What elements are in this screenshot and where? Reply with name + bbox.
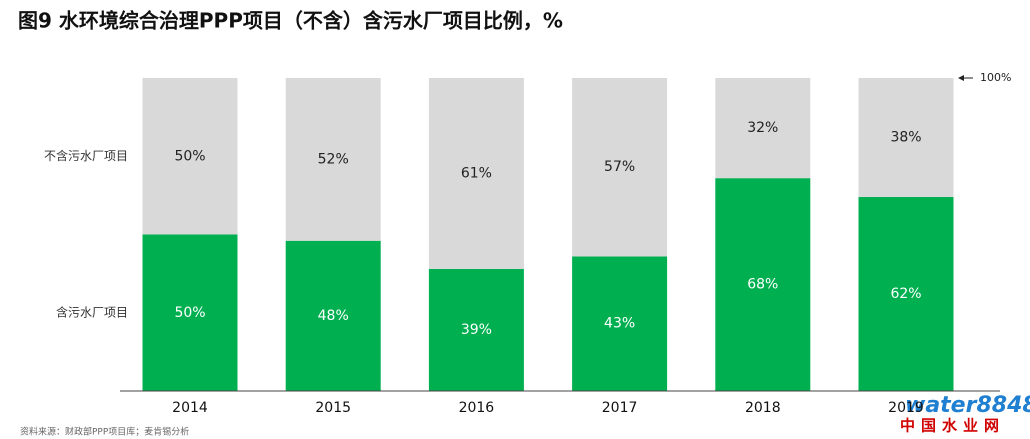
- bar-segment: [428, 78, 524, 269]
- x-tick-label: 2018: [745, 400, 781, 416]
- bar-segment: [285, 240, 381, 391]
- watermark: 中国水业网: [900, 417, 1005, 435]
- value-label: 52%: [318, 151, 349, 167]
- bar-segment: [285, 78, 381, 241]
- value-label: 38%: [890, 129, 921, 145]
- x-tick-label: 2015: [315, 400, 351, 416]
- x-tick-label: 2016: [459, 400, 495, 416]
- source: 资料来源：财政部PPP项目库；麦肯锡分析: [20, 426, 189, 438]
- value-label: 62%: [890, 286, 921, 302]
- bar-segment: [572, 78, 668, 257]
- value-label: 50%: [174, 148, 205, 164]
- value-label: 32%: [747, 120, 778, 136]
- value-label: 39%: [461, 322, 492, 338]
- value-label: 48%: [318, 308, 349, 324]
- x-tick-label: 2019: [888, 400, 924, 416]
- value-label: 68%: [747, 277, 778, 293]
- bar-segment: [715, 178, 811, 391]
- chart-title: 图9 水环境综合治理PPP项目（不含）含污水厂项目比例，%: [18, 9, 563, 33]
- bar-segment: [858, 78, 954, 197]
- bar-segment: [142, 78, 238, 235]
- value-label: 61%: [461, 165, 492, 181]
- value-label: 50%: [174, 305, 205, 321]
- bar-segment: [428, 268, 524, 391]
- x-tick-label: 2014: [172, 400, 208, 416]
- annotation: 100%: [980, 71, 1011, 84]
- bar-segment: [572, 256, 668, 391]
- x-tick-label: 2017: [602, 400, 638, 416]
- watermark: water8848.com: [905, 393, 1030, 418]
- series-label: 不含污水厂项目: [44, 148, 128, 163]
- bar-segment: [858, 196, 954, 391]
- series-label: 含污水厂项目: [56, 304, 128, 319]
- value-label: 43%: [604, 316, 635, 332]
- bar-segment: [715, 78, 811, 179]
- annotation-arrowhead: [958, 75, 964, 81]
- bar-segment: [142, 234, 238, 391]
- value-label: 57%: [604, 159, 635, 175]
